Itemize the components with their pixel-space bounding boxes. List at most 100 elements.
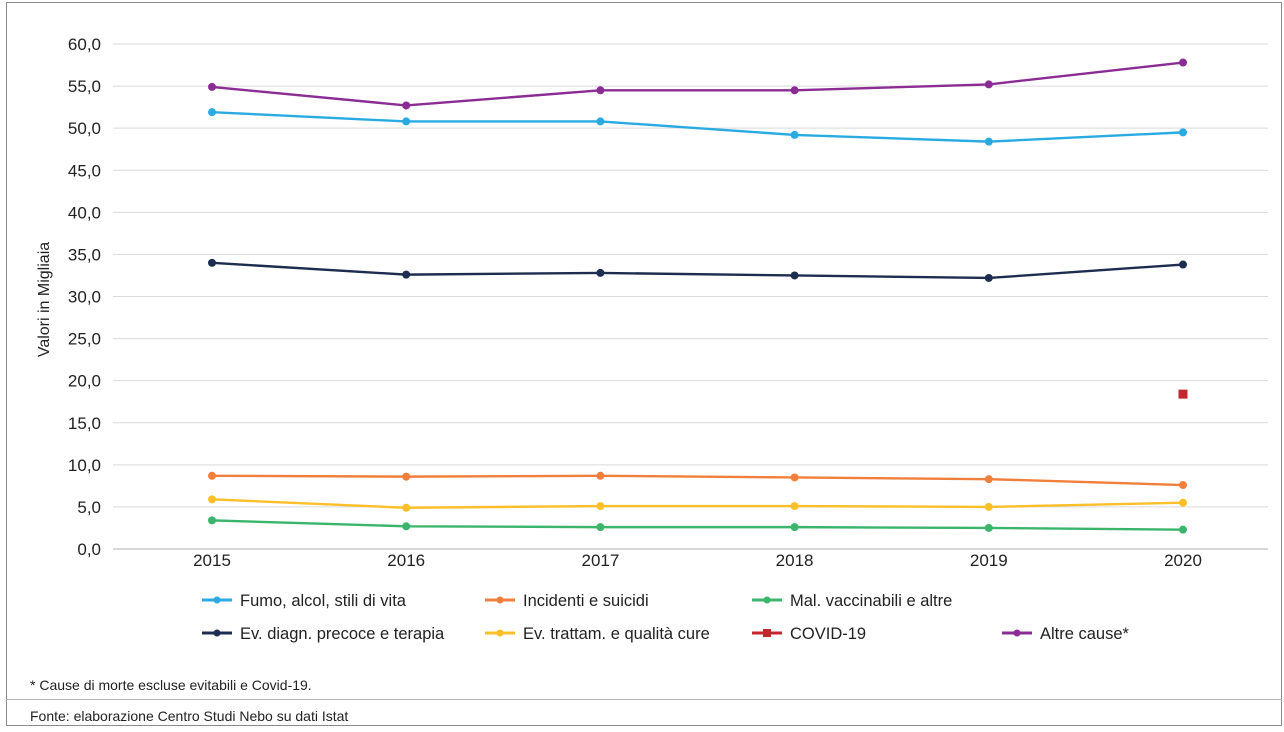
- data-point: [596, 268, 605, 277]
- y-tick-label: 45,0: [68, 161, 101, 180]
- series-ev-diagn-precoce-e-terapia: [208, 258, 1187, 282]
- legend-label: Ev. trattam. e qualità cure: [523, 625, 710, 643]
- y-tick-label: 50,0: [68, 119, 101, 138]
- legend-swatch-marker: [763, 629, 771, 637]
- data-point: [596, 502, 605, 511]
- legend-label: Ev. diagn. precoce e terapia: [240, 625, 445, 643]
- axes: 0,0 5,0 10,0 15,0 20,0 25,0 30,0 35,0 40,0 45,0 50…: [36, 35, 1268, 570]
- data-point: [790, 130, 799, 139]
- legend-swatch-marker: [496, 596, 504, 604]
- series-line: [211, 474, 1184, 487]
- chart-frame: [6, 2, 1282, 726]
- x-tick-label: 2017: [581, 551, 619, 570]
- legend-swatch-marker: [763, 596, 771, 604]
- legend-label: Mal. vaccinabili e altre: [790, 592, 952, 610]
- data-point: [790, 523, 799, 532]
- data-point: [984, 523, 993, 532]
- data-point: [790, 473, 799, 482]
- data-point: [1179, 498, 1187, 507]
- series-lines: [208, 58, 1188, 534]
- y-tick-label: 5,0: [77, 498, 101, 517]
- series-line: [211, 498, 1184, 509]
- data-point: [402, 101, 411, 110]
- legend-label: Fumo, alcol, stili di vita: [240, 592, 407, 610]
- series-covid-19: [1178, 389, 1188, 399]
- legend-item: Ev. diagn. precoce e terapia: [202, 625, 445, 643]
- data-point: [790, 271, 799, 280]
- y-tick-label: 20,0: [68, 372, 101, 391]
- data-point: [208, 495, 216, 504]
- data-point: [984, 80, 993, 89]
- data-point: [984, 273, 993, 282]
- data-point: [1179, 58, 1187, 67]
- data-point: [596, 117, 605, 126]
- series-line: [211, 61, 1184, 107]
- data-point: [596, 86, 605, 95]
- legend-swatch-marker: [496, 629, 504, 637]
- data-point: [596, 471, 605, 480]
- data-point: [1179, 260, 1187, 269]
- data-point: [1179, 481, 1187, 490]
- footnote: * Cause di morte escluse evitabili e Cov…: [30, 677, 312, 693]
- data-point: [208, 471, 216, 480]
- legend-label: Incidenti e suicidi: [523, 592, 649, 610]
- y-tick-label: 40,0: [68, 203, 101, 222]
- data-point: [402, 117, 411, 126]
- series-mal-vaccinabili-e-altre: [208, 516, 1187, 534]
- x-tick-label: 2015: [193, 551, 231, 570]
- data-point: [790, 86, 799, 95]
- legend-label: Altre cause*: [1040, 625, 1130, 643]
- data-point: [596, 523, 605, 532]
- series-line: [211, 110, 1184, 143]
- series-fumo-alcol-stili-di-vita: [208, 108, 1187, 146]
- data-point: [208, 82, 216, 91]
- data-point: [402, 503, 411, 512]
- data-point: [984, 502, 993, 511]
- y-tick-label: 10,0: [68, 456, 101, 475]
- series-line: [211, 519, 1184, 531]
- x-tick-label: 2019: [970, 551, 1008, 570]
- legend: Fumo, alcol, stili di vita Incidenti e su…: [202, 592, 1130, 643]
- y-axis-label: Valori in Migliaia: [36, 242, 53, 357]
- notes-divider: [6, 699, 1282, 700]
- legend-label: COVID-19: [790, 625, 866, 643]
- legend-item: COVID-19: [752, 625, 866, 643]
- y-tick-label: 25,0: [68, 330, 101, 349]
- data-point: [1179, 128, 1187, 137]
- data-point: [984, 475, 993, 484]
- legend-item: Ev. trattam. e qualità cure: [485, 625, 710, 643]
- x-tick-label: 2020: [1164, 551, 1202, 570]
- data-point: [402, 522, 411, 531]
- data-point: [984, 137, 993, 146]
- y-tick-label: 0,0: [77, 540, 101, 559]
- y-tick-label: 30,0: [68, 288, 101, 307]
- legend-swatch-marker: [1013, 629, 1021, 637]
- legend-swatch-marker: [213, 596, 221, 604]
- data-point: [208, 108, 216, 117]
- chart: 0,0 5,0 10,0 15,0 20,0 25,0 30,0 35,0 40,0 45,0 50…: [36, 35, 1268, 643]
- legend-swatch-marker: [213, 629, 221, 637]
- x-tick-label: 2018: [776, 551, 814, 570]
- legend-item: Altre cause*: [1002, 625, 1130, 643]
- x-tick-label: 2016: [387, 551, 425, 570]
- y-tick-label: 35,0: [68, 245, 101, 264]
- data-point: [790, 502, 799, 511]
- data-point: [402, 472, 411, 481]
- legend-item: Incidenti e suicidi: [485, 592, 649, 610]
- source-note: Fonte: elaborazione Centro Studi Nebo su…: [30, 708, 349, 724]
- data-point: [208, 516, 216, 525]
- data-point: [402, 270, 411, 279]
- y-tick-label: 60,0: [68, 35, 101, 54]
- y-tick-label: 15,0: [68, 414, 101, 433]
- series-altre-cause: [208, 58, 1187, 110]
- data-point: [1178, 389, 1188, 399]
- series-ev-trattam-e-qualit-cure: [208, 495, 1187, 512]
- series-incidenti-e-suicidi: [208, 471, 1187, 490]
- legend-item: Fumo, alcol, stili di vita: [202, 592, 407, 610]
- series-line: [211, 261, 1184, 280]
- data-point: [1179, 525, 1187, 534]
- grid-lines: [113, 43, 1268, 508]
- data-point: [208, 258, 216, 267]
- y-tick-label: 55,0: [68, 77, 101, 96]
- legend-item: Mal. vaccinabili e altre: [752, 592, 952, 610]
